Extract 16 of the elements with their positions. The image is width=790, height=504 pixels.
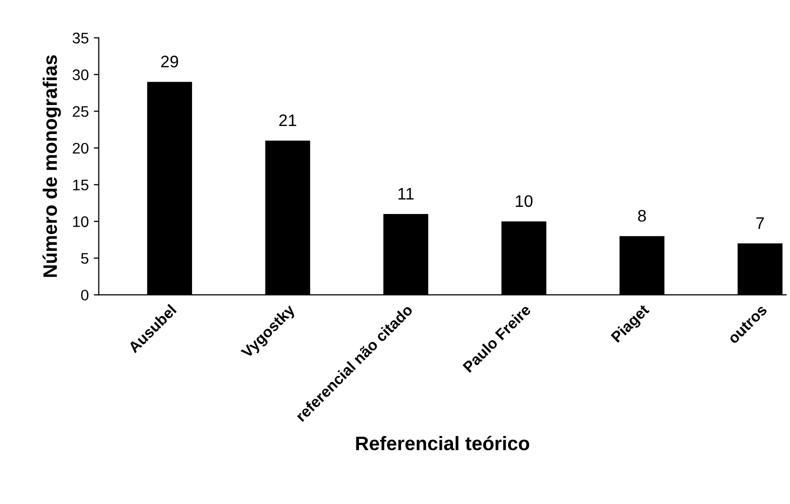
y-tick-label: 30: [72, 69, 88, 80]
data-label: 21: [279, 114, 296, 126]
y-tick-label: 20: [72, 142, 88, 154]
y-axis-title: Número de monografias: [42, 55, 61, 277]
x-axis-title: Referencial teórico: [356, 436, 530, 450]
y-tick-label: 10: [73, 216, 88, 228]
data-label: 29: [161, 56, 178, 68]
y-tick-label: 0: [81, 290, 88, 301]
y-tick-label: 35: [72, 32, 88, 44]
y-tick-label: 5: [81, 253, 88, 264]
y-tick-label: 15: [73, 180, 88, 190]
data-label: 11: [398, 188, 414, 200]
data-label: 8: [638, 210, 646, 222]
data-label: 7: [756, 217, 764, 229]
y-tick-label: 25: [72, 106, 88, 117]
data-label: 10: [516, 195, 532, 207]
